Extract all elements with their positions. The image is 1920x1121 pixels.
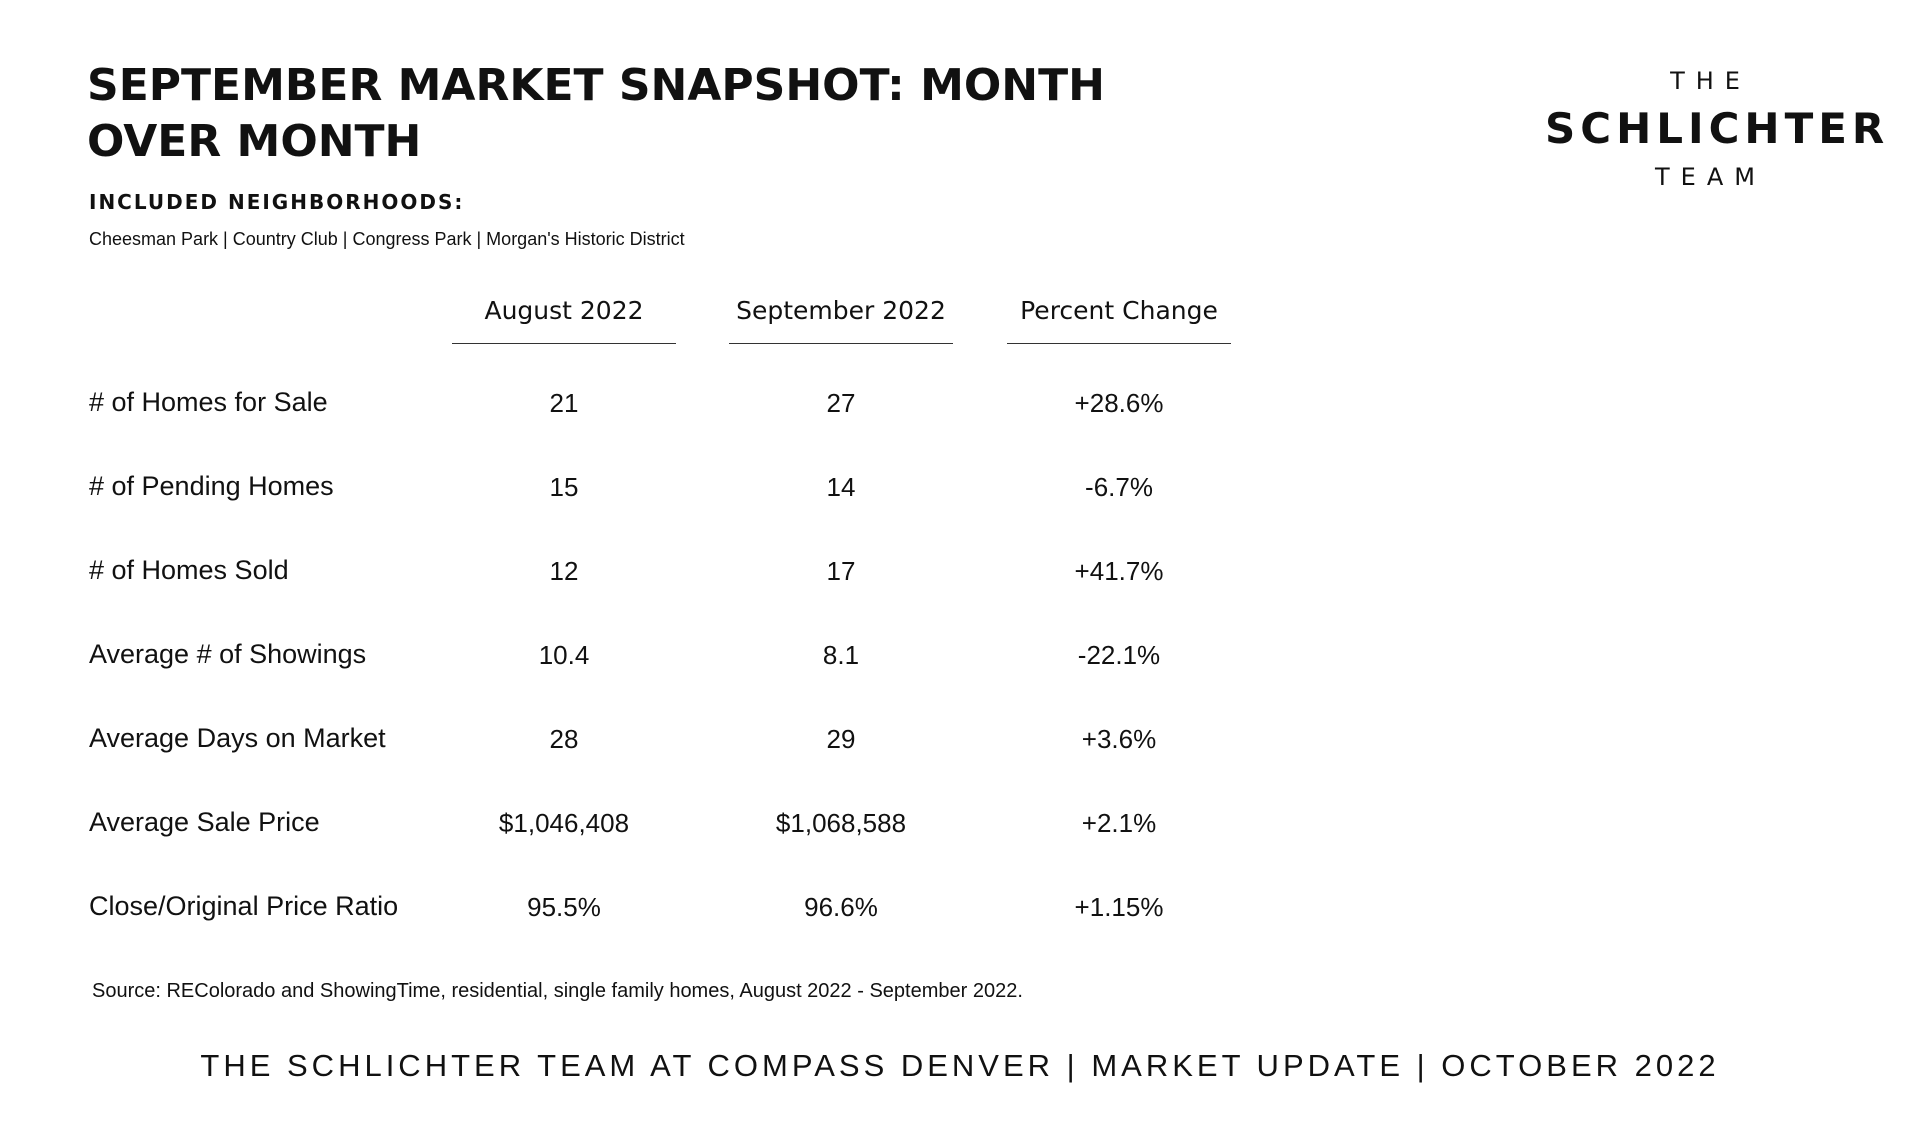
row-label: # of Pending Homes: [89, 471, 334, 501]
row-label: Average # of Showings: [89, 639, 367, 669]
cell-percent-change: +2.1%: [1081, 808, 1157, 838]
cell-percent-change: +3.6%: [1081, 724, 1157, 754]
cell-september: 27: [826, 388, 856, 418]
cell-september: 17: [826, 556, 856, 586]
cell-percent-change: +41.7%: [1074, 556, 1164, 586]
cell-august: $1,046,408: [498, 808, 630, 838]
footer-banner: THE SCHLICHTER TEAM AT COMPASS DENVER | …: [200, 1048, 1720, 1083]
page-title: SEPTEMBER MARKET SNAPSHOT: MONTH OVER MO…: [87, 60, 1105, 167]
cell-september: 29: [826, 724, 856, 754]
cell-august: 28: [549, 724, 579, 754]
cell-august: 12: [549, 556, 579, 586]
cell-percent-change: -6.7%: [1085, 472, 1153, 502]
row-label: Average Sale Price: [89, 807, 320, 837]
cell-august: 21: [549, 388, 579, 418]
cell-august: 95.5%: [527, 892, 601, 922]
cell-percent-change: +28.6%: [1074, 388, 1164, 418]
cell-percent-change: -22.1%: [1077, 640, 1161, 670]
column-header-august: August 2022: [452, 296, 676, 344]
cell-september: 96.6%: [804, 892, 878, 922]
logo-line-name: SCHLICHTER: [1545, 104, 1890, 153]
row-label: Close/Original Price Ratio: [89, 891, 399, 921]
cell-september: 8.1: [822, 640, 860, 670]
logo-line-the: THE: [1670, 67, 1751, 95]
cell-percent-change: +1.15%: [1074, 892, 1164, 922]
row-label: # of Homes for Sale: [89, 387, 328, 417]
cell-september: $1,068,588: [775, 808, 907, 838]
column-header-percent-change: Percent Change: [1007, 296, 1231, 344]
row-label: # of Homes Sold: [89, 555, 289, 585]
logo-line-team: TEAM: [1655, 163, 1766, 191]
cell-august: 10.4: [538, 640, 590, 670]
row-label: Average Days on Market: [89, 723, 386, 753]
neighborhoods-heading: INCLUDED NEIGHBORHOODS:: [89, 190, 465, 214]
column-header-september: September 2022: [729, 296, 953, 344]
cell-august: 15: [549, 472, 579, 502]
neighborhoods-list: Cheesman Park | Country Club | Congress …: [89, 229, 685, 249]
cell-september: 14: [826, 472, 856, 502]
team-logo: THE SCHLICHTER TEAM: [1540, 64, 1890, 194]
source-note: Source: REColorado and ShowingTime, resi…: [92, 980, 1023, 1002]
